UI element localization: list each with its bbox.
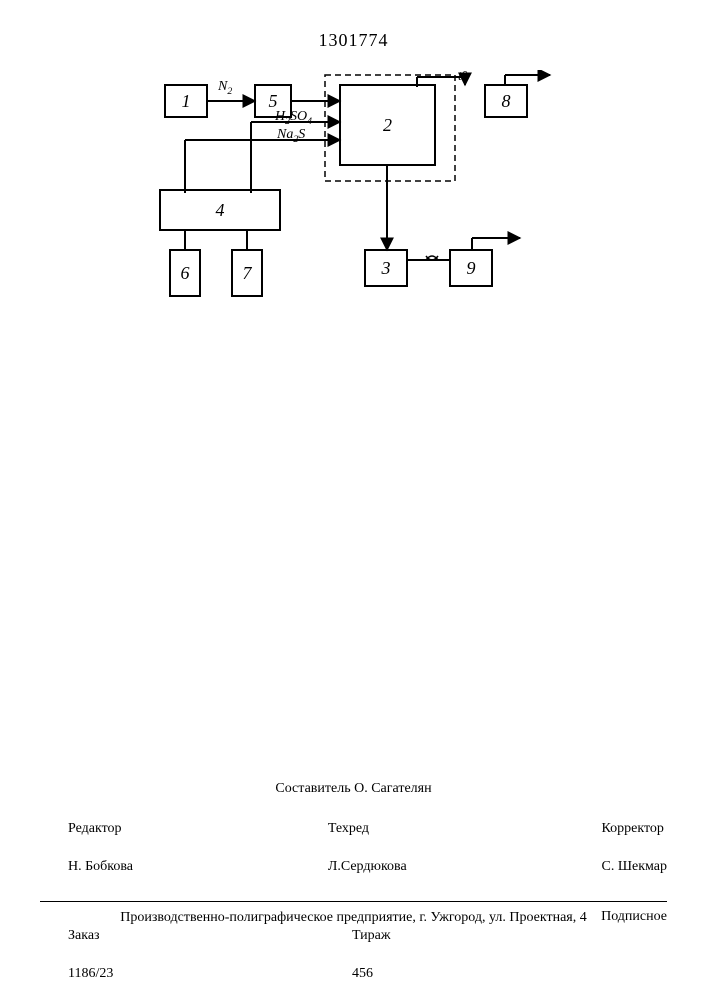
order-label: Заказ [68, 928, 100, 943]
imprint-footer: Составитель О. Сагателян Редактор Н. Боб… [40, 780, 667, 1000]
corrector-label: Корректор [602, 821, 664, 836]
corrector-name: С. Шекмар [602, 859, 667, 874]
tirazh-label: Тираж [352, 928, 391, 943]
divider [40, 901, 667, 902]
printer-line: Производственно-полиграфическое предприя… [40, 910, 667, 926]
svg-text:8: 8 [502, 91, 511, 111]
svg-text:2: 2 [383, 115, 392, 135]
techred-name: Л.Сердюкова [328, 859, 407, 874]
svg-text:7: 7 [243, 263, 253, 283]
editor-name: Н. Бобкова [68, 859, 133, 874]
techred-label: Техред [328, 821, 369, 836]
process-diagram: 152846739N2H2SO4Na2St° [120, 70, 600, 330]
svg-text:6: 6 [181, 263, 190, 283]
svg-text:4: 4 [216, 200, 225, 220]
compiler-name: О. Сагателян [354, 781, 432, 796]
document-number: 1301774 [0, 30, 707, 51]
compiler-label: Составитель [275, 781, 350, 796]
svg-text:9: 9 [467, 258, 476, 278]
editor-label: Редактор [68, 821, 122, 836]
order-value: 1186/23 [68, 966, 113, 981]
svg-text:1: 1 [182, 91, 191, 111]
svg-text:3: 3 [381, 258, 391, 278]
tirazh-value: 456 [352, 966, 373, 981]
